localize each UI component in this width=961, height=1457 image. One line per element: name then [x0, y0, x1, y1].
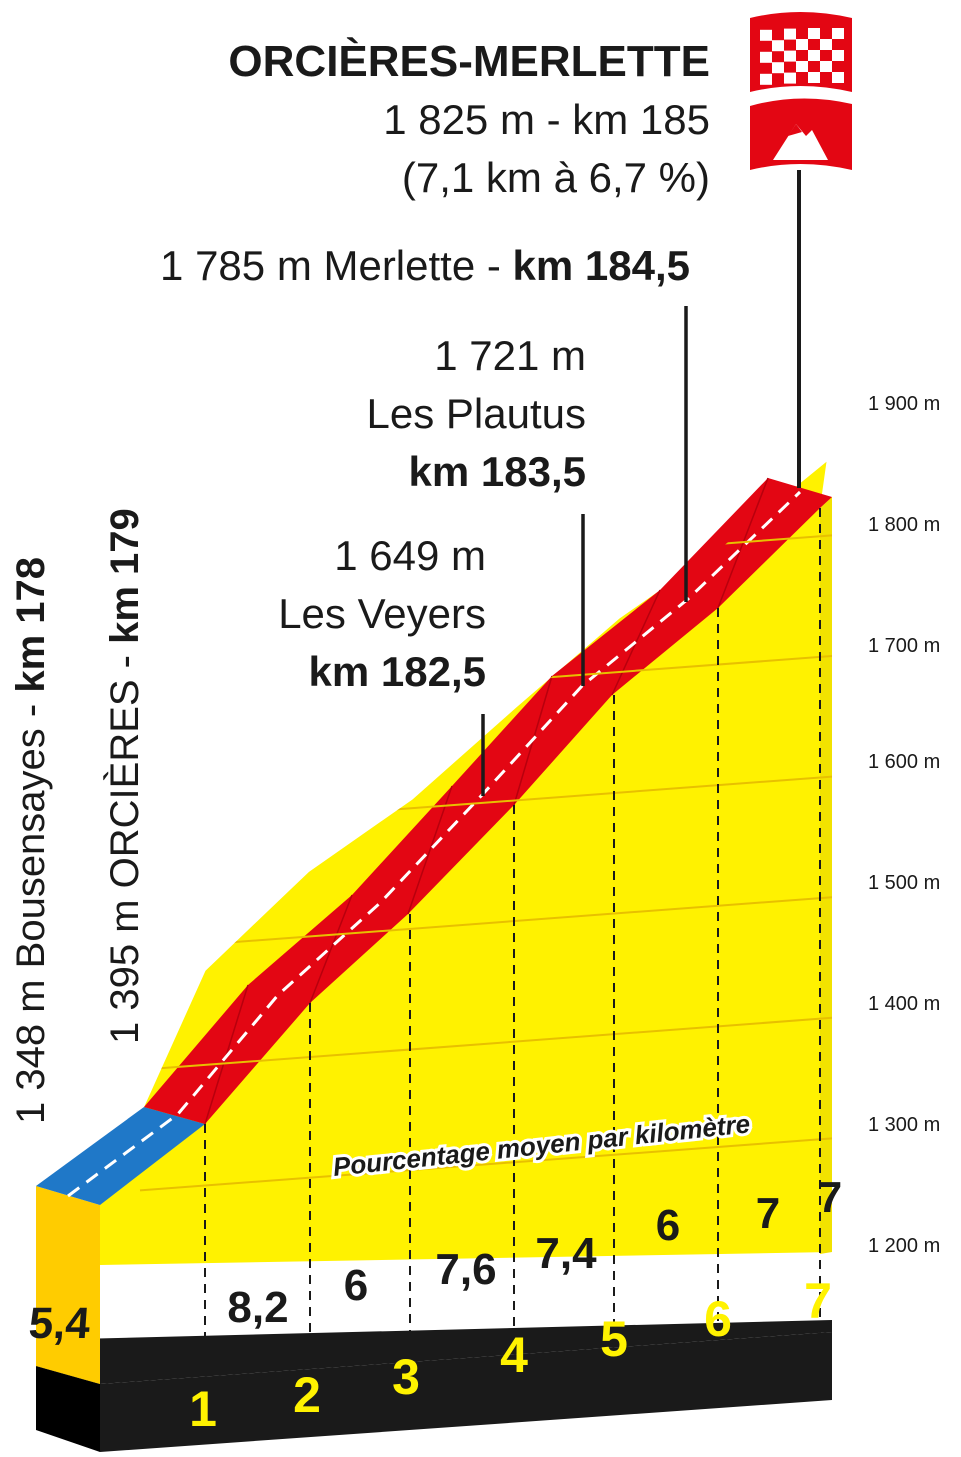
climb-area-end-face: [820, 497, 832, 1254]
start-label-bousensayes-text: 1 348 m Bousensayes -: [9, 693, 53, 1124]
gradient-label: 7,4: [535, 1229, 597, 1278]
gradient-label: 7: [756, 1189, 780, 1238]
checker-square: [772, 40, 784, 52]
checker-square: [760, 73, 772, 85]
checker-square: [796, 39, 808, 50]
km-marker-label: 2: [293, 1367, 321, 1423]
waypoint-plautus-alt: 1 721 m: [434, 332, 586, 379]
climb-road: [144, 478, 832, 1124]
y-tick-label: 1 700 m: [868, 635, 940, 657]
altitude-gridline: [139, 896, 832, 951]
checker-square: [820, 61, 832, 72]
summit-altitude-km: 1 825 m - km 185: [383, 96, 710, 143]
waypoint-veyers-km: km 182,5: [309, 648, 486, 695]
checker-square: [820, 39, 832, 50]
summit-climb: (7,1 km à 6,7 %): [402, 154, 710, 201]
start-label-orcieres-km: km 179: [103, 508, 147, 644]
approach-road: [36, 1107, 205, 1205]
checker-square: [832, 72, 844, 83]
y-tick-label: 1 900 m: [868, 393, 940, 415]
checker-square: [796, 61, 808, 72]
checker-square: [808, 72, 820, 83]
start-label-orcieres: 1 395 m ORCIÈRES - km 179: [102, 508, 147, 1044]
checker-square: [784, 28, 796, 40]
gradient-label: 6: [344, 1261, 368, 1310]
profile-road: [36, 477, 832, 1205]
start-label-orcieres-text: 1 395 m ORCIÈRES -: [102, 644, 147, 1044]
checker-square: [760, 51, 772, 63]
mountain-snow: [788, 124, 802, 136]
road-crease: [407, 785, 453, 915]
gradient-label: 8,2: [227, 1283, 288, 1332]
climb-area-start-face: [36, 1186, 100, 1384]
checker-square: [808, 50, 820, 61]
waypoint-merlette-km: km 184,5: [513, 242, 690, 289]
waypoint-plautus-km: km 183,5: [409, 448, 586, 495]
km-marker-label: 4: [500, 1327, 528, 1383]
y-tick-label: 1 400 m: [868, 993, 940, 1015]
summit-name: ORCIÈRES-MERLETTE: [228, 36, 710, 86]
waypoint-veyers-name: Les Veyers: [278, 590, 486, 637]
checker-pattern: [760, 28, 844, 85]
altitude-gridline: [139, 1016, 832, 1071]
km-marker-label: 1: [189, 1381, 217, 1437]
road-centerline: [67, 490, 802, 1198]
checker-square: [784, 72, 796, 84]
y-tick-label: 1 200 m: [868, 1235, 940, 1257]
base-front-face: [36, 1366, 100, 1452]
gradient-label: 5,4: [27, 1299, 92, 1348]
gradient-labels: 5,4 8,2 6 7,6 7,4 6 7 7: [27, 1173, 842, 1348]
checker-square: [784, 50, 796, 62]
base-top-face: [36, 1320, 832, 1384]
checker-square: [808, 28, 820, 39]
road-crease: [309, 894, 353, 1004]
km-marker-label: 6: [704, 1291, 732, 1347]
mountain-shape: [773, 124, 828, 160]
waypoint-plautus-name: Les Plautus: [367, 390, 586, 437]
waypoint-merlette: 1 785 m Merlette - km 184,5: [160, 242, 690, 289]
y-axis-ticks: 1 900 m 1 800 m 1 700 m 1 600 m 1 500 m …: [868, 393, 940, 1257]
km-marker-label: 7: [804, 1273, 832, 1329]
gradient-label: 6: [656, 1201, 680, 1250]
profile-base: [36, 1320, 832, 1452]
y-tick-label: 1 600 m: [868, 751, 940, 773]
mountain-icon: [750, 98, 852, 488]
waypoint-veyers-alt: 1 649 m: [334, 532, 486, 579]
y-tick-label: 1 800 m: [868, 514, 940, 536]
checker-square: [832, 50, 844, 61]
waypoint-merlette-text: 1 785 m Merlette -: [160, 242, 512, 289]
gradient-label: 7: [818, 1173, 842, 1222]
start-label-bousensayes-km: km 178: [9, 557, 53, 693]
km-separators: [204, 508, 821, 1359]
km-marker-labels: 1 2 3 4 5 6 7: [189, 1273, 832, 1437]
base-side-face: [100, 1332, 832, 1452]
checkered-flag-icon: [750, 12, 852, 92]
checker-square: [760, 29, 772, 41]
km-marker-label: 3: [392, 1349, 420, 1405]
altitude-gridline: [139, 1137, 832, 1192]
start-label-bousensayes: 1 348 m Bousensayes - km 178: [9, 557, 53, 1124]
checker-square: [832, 28, 844, 39]
waypoint-leaders: [481, 306, 688, 796]
km-marker-label: 5: [600, 1311, 628, 1367]
checker-square: [772, 62, 784, 74]
y-tick-label: 1 500 m: [868, 872, 940, 894]
gradient-label: 7,6: [435, 1245, 496, 1294]
y-tick-label: 1 300 m: [868, 1114, 940, 1136]
